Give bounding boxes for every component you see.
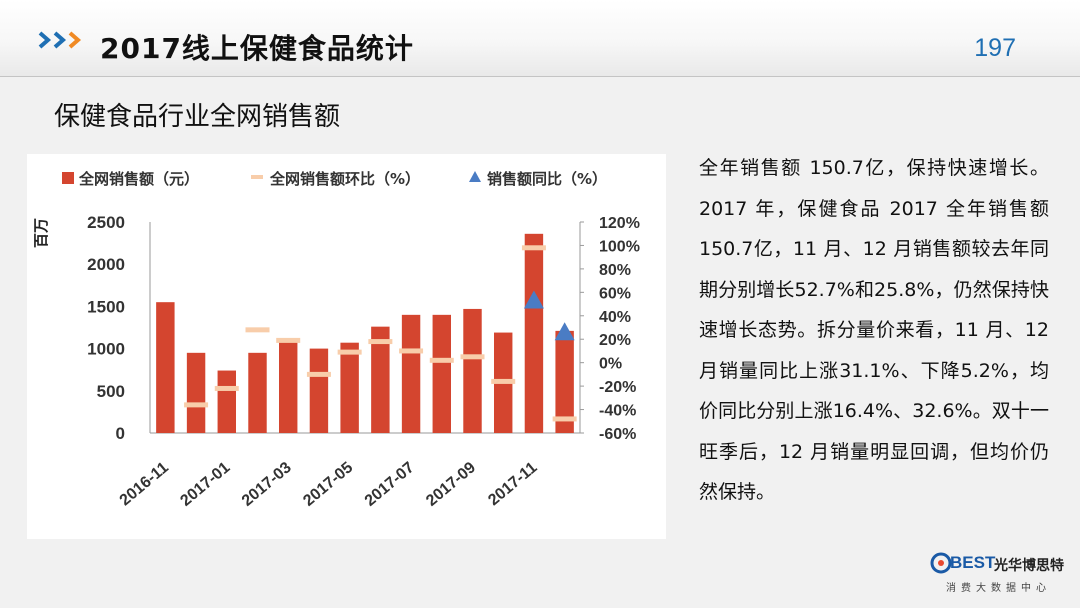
- x-tick-label: 2017-03: [239, 459, 295, 510]
- logo-b-icon: [930, 552, 952, 574]
- y-tick-label-right: 60%: [599, 285, 631, 302]
- marker-mom: [399, 348, 424, 354]
- legend-swatch-yoy: [469, 171, 481, 182]
- y-tick-label-right: -20%: [599, 379, 636, 396]
- bar-sales: [186, 352, 206, 433]
- legend-swatch-sales: [62, 172, 74, 184]
- page-number: 197: [974, 34, 1016, 62]
- y-tick-label-left: 1500: [87, 297, 125, 316]
- logo-company-name: 光华博思特: [994, 558, 1064, 574]
- y-tick-label-right: -40%: [599, 403, 636, 420]
- y-tick-label-left: 2500: [87, 213, 125, 232]
- x-tick-label: 2017-05: [300, 459, 356, 510]
- bar-sales: [156, 302, 175, 433]
- slide-header: 2017线上保健食品统计 197: [0, 0, 1080, 77]
- bar-sales: [401, 314, 421, 433]
- marker-mom: [521, 245, 546, 251]
- bar-sales: [217, 370, 236, 433]
- y-tick-label-left: 0: [116, 424, 125, 443]
- marker-mom: [368, 339, 393, 345]
- bar-sales: [309, 348, 329, 433]
- y-tick-label-left: 2000: [87, 255, 125, 274]
- y-tick-label-right: 40%: [599, 309, 631, 326]
- bar-sales: [555, 330, 574, 433]
- marker-mom: [491, 378, 516, 384]
- x-tick-label: 2017-09: [423, 459, 479, 510]
- y-tick-label-right: 120%: [599, 215, 640, 232]
- y-tick-label-right: 0%: [599, 356, 622, 373]
- marker-mom: [184, 402, 209, 408]
- marker-mom: [460, 354, 485, 360]
- marker-mom: [552, 416, 577, 422]
- bar-sales: [463, 308, 482, 433]
- section-subtitle: 保健食品行业全网销售额: [54, 102, 341, 132]
- bar-sales: [248, 352, 267, 433]
- legend-swatch-mom: [251, 175, 263, 179]
- x-tick-label: 2017-07: [362, 459, 418, 510]
- marker-yoy: [554, 322, 575, 341]
- marker-yoy: [523, 290, 544, 309]
- y-tick-label-right: -60%: [599, 426, 636, 443]
- bar-sales: [432, 314, 451, 433]
- y-axis-title: 百万: [32, 218, 50, 248]
- bar-sales: [524, 233, 544, 433]
- logo-tagline: 消费大数据中心: [946, 583, 1051, 594]
- legend-label-sales: 全网销售额（元）: [78, 170, 199, 188]
- page-title: 2017线上保健食品统计: [100, 32, 414, 65]
- y-tick-label-left: 500: [97, 382, 125, 401]
- y-tick-label-right: 20%: [599, 332, 631, 349]
- logo-best-text: BEST: [950, 553, 996, 572]
- legend-label-mom: 全网销售额环比（%）: [269, 170, 420, 188]
- marker-mom: [306, 371, 331, 377]
- x-tick-label: 2017-01: [177, 459, 233, 510]
- sales-chart: 2500 2000 1500 1000 500 0 120% 100% 80% 60% 40% 20%…: [32, 170, 640, 510]
- y-tick-label-right: 80%: [599, 262, 631, 279]
- marker-mom: [245, 327, 270, 333]
- marker-mom: [337, 349, 362, 355]
- marker-mom: [429, 357, 454, 363]
- bar-sales: [371, 326, 390, 433]
- y-tick-label-right: 100%: [599, 238, 640, 255]
- x-tick-label: 2016-11: [117, 459, 172, 509]
- bar-sales: [279, 338, 298, 433]
- marker-mom: [214, 385, 239, 391]
- x-tick-label: 2017-11: [485, 459, 540, 509]
- brand-logo: BEST 光华博思特 消费大数据中心: [930, 552, 1070, 596]
- chart-panel: 2500 2000 1500 1000 500 0 120% 100% 80% 60% 40% 20%…: [27, 154, 666, 539]
- body-paragraph: 全年销售额 150.7亿，保持快速增长。2017 年，保健食品 2017 全年销…: [699, 157, 1049, 503]
- y-tick-label-left: 1000: [87, 340, 125, 359]
- marker-mom: [276, 337, 301, 343]
- triple-chevron-icon: [38, 31, 82, 49]
- legend-label-yoy: 销售额同比（%）: [487, 170, 607, 188]
- bar-sales: [340, 342, 359, 433]
